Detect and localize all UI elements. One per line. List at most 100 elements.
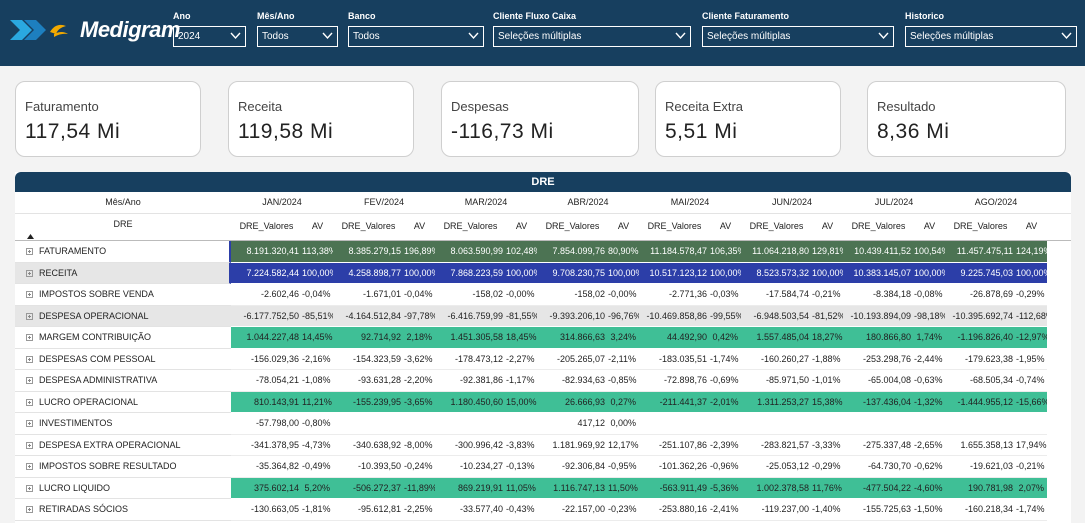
av-column-header[interactable]: AV bbox=[923, 221, 936, 231]
month-header[interactable]: ABR/2024 bbox=[567, 197, 609, 207]
row-label[interactable]: INVESTIMENTOS bbox=[15, 413, 231, 435]
av-percent-cell: 100,00% bbox=[506, 262, 537, 284]
dropdown-value: Seleções múltiplas bbox=[498, 31, 582, 42]
dre-value-cell: -92.381,86 bbox=[435, 370, 506, 392]
table-row: DESPESAS COM PESSOAL -156.029,36 -2,16% -15… bbox=[15, 348, 1071, 370]
dre-value-cell: -130.663,05 bbox=[231, 499, 302, 521]
av-percent-cell: -0,85% bbox=[608, 370, 639, 392]
month-header[interactable]: JUN/2024 bbox=[771, 197, 813, 207]
av-percent-cell bbox=[914, 413, 945, 435]
cliente-faturamento-dropdown[interactable]: Seleções múltiplas bbox=[702, 26, 894, 47]
av-percent-cell: -0,63% bbox=[914, 370, 945, 392]
month-header[interactable]: FEV/2024 bbox=[363, 197, 405, 207]
expand-row-icon[interactable] bbox=[26, 248, 33, 255]
av-percent-cell: -2,11% bbox=[608, 348, 639, 370]
expand-row-icon[interactable] bbox=[26, 441, 33, 449]
dre-value-cell: -82.934,63 bbox=[537, 370, 608, 392]
row-label[interactable]: LUCRO OPERACIONAL bbox=[15, 391, 231, 413]
dre-value-cell: -253.298,76 bbox=[843, 348, 914, 370]
dre-value-cell: 8.385.279,15 bbox=[333, 241, 404, 263]
row-label[interactable]: RETIRADAS SÓCIOS bbox=[15, 499, 231, 521]
dre-value-cell: 417,12 bbox=[537, 413, 608, 435]
av-percent-cell: 11,21% bbox=[302, 391, 333, 413]
month-header[interactable]: MAR/2024 bbox=[464, 197, 508, 207]
dre-value-cell: -95.612,81 bbox=[333, 499, 404, 521]
kpi-value: 117,54 Mi bbox=[25, 120, 121, 143]
month-header[interactable]: MAI/2024 bbox=[670, 197, 710, 207]
dre-value-cell: -10.393,50 bbox=[333, 456, 404, 478]
value-column-header[interactable]: DRE_Valores bbox=[443, 221, 498, 231]
av-percent-cell: -0,95% bbox=[608, 456, 639, 478]
sort-up-icon[interactable] bbox=[27, 231, 34, 241]
av-column-header[interactable]: AV bbox=[821, 221, 834, 231]
expand-row-icon[interactable] bbox=[26, 269, 33, 277]
historico-dropdown[interactable]: Seleções múltiplas bbox=[905, 26, 1077, 47]
expand-row-icon[interactable] bbox=[26, 291, 33, 298]
value-column-header[interactable]: DRE_Valores bbox=[341, 221, 396, 231]
av-percent-cell: 18,27% bbox=[812, 327, 843, 349]
row-label[interactable]: DESPESA ADMINISTRATIVA bbox=[15, 370, 231, 392]
av-percent-cell: -0,43% bbox=[506, 499, 537, 521]
month-header[interactable]: JAN/2024 bbox=[262, 197, 302, 207]
av-percent-cell: -3,83% bbox=[506, 434, 537, 456]
av-percent-cell: 17,94% bbox=[1016, 434, 1047, 456]
expand-row-icon[interactable] bbox=[26, 420, 33, 427]
dre-value-cell: -26.878,69 bbox=[945, 284, 1016, 306]
filter-label: Banco bbox=[348, 11, 376, 21]
month-header[interactable]: AGO/2024 bbox=[974, 197, 1018, 207]
row-label[interactable]: IMPOSTOS SOBRE RESULTADO bbox=[15, 456, 231, 478]
dre-value-cell: -1.196.826,40 bbox=[945, 327, 1016, 349]
av-percent-cell: -11,89% bbox=[404, 477, 435, 499]
row-label[interactable]: FATURAMENTO bbox=[15, 241, 231, 263]
av-percent-cell: -0,80% bbox=[302, 413, 333, 435]
dre-value-cell: -1.444.955,12 bbox=[945, 391, 1016, 413]
expand-row-icon[interactable] bbox=[26, 355, 33, 363]
mes-ano-dropdown[interactable]: Todos bbox=[257, 26, 338, 47]
av-column-header[interactable]: AV bbox=[515, 221, 528, 231]
av-percent-cell: -1,08% bbox=[302, 370, 333, 392]
dre-value-cell: 11.064.218,80 bbox=[741, 241, 812, 263]
av-percent-cell: 100,00% bbox=[1016, 262, 1047, 284]
banco-dropdown[interactable]: Todos bbox=[348, 26, 484, 47]
value-column-header[interactable]: DRE_Valores bbox=[239, 221, 294, 231]
ano-dropdown[interactable]: 2024 bbox=[173, 26, 246, 47]
value-column-header[interactable]: DRE_Valores bbox=[749, 221, 804, 231]
row-label[interactable]: MARGEM CONTRIBUIÇÃO bbox=[15, 327, 231, 349]
expand-row-icon[interactable] bbox=[26, 334, 33, 341]
expand-row-icon[interactable] bbox=[26, 484, 33, 492]
row-label[interactable]: LUCRO LIQUIDO bbox=[15, 477, 231, 499]
expand-row-icon[interactable] bbox=[26, 463, 33, 470]
kpi-label: Receita Extra bbox=[665, 99, 744, 114]
value-column-header[interactable]: DRE_Valores bbox=[851, 221, 906, 231]
dre-value-cell: 180.866,80 bbox=[843, 327, 914, 349]
table-row: INVESTIMENTOS -57.798,00 -0,80% 417,12 0,00% bbox=[15, 413, 1071, 435]
dre-value-cell: -178.473,12 bbox=[435, 348, 506, 370]
table-row: LUCRO OPERACIONAL 810.143,91 11,21% -155.23… bbox=[15, 391, 1071, 413]
value-column-header[interactable]: DRE_Valores bbox=[953, 221, 1008, 231]
av-column-header[interactable]: AV bbox=[413, 221, 426, 231]
expand-row-icon[interactable] bbox=[26, 377, 33, 384]
row-label[interactable]: RECEITA bbox=[15, 262, 231, 284]
av-percent-cell: 11,50% bbox=[608, 477, 639, 499]
kpi-label: Resultado bbox=[877, 99, 936, 114]
row-label[interactable]: DESPESA EXTRA OPERACIONAL bbox=[15, 434, 231, 456]
row-label[interactable]: DESPESA OPERACIONAL bbox=[15, 305, 231, 327]
dre-column-header[interactable]: DRE bbox=[15, 214, 231, 240]
expand-row-icon[interactable] bbox=[26, 312, 33, 320]
value-column-header[interactable]: DRE_Valores bbox=[545, 221, 600, 231]
expand-row-icon[interactable] bbox=[26, 398, 33, 406]
av-column-header[interactable]: AV bbox=[311, 221, 324, 231]
expand-row-icon[interactable] bbox=[26, 506, 33, 513]
av-percent-cell: 196,89% bbox=[404, 241, 435, 263]
month-header[interactable]: JUL/2024 bbox=[874, 197, 914, 207]
av-percent-cell: 0,00% bbox=[608, 413, 639, 435]
row-label[interactable]: DESPESAS COM PESSOAL bbox=[15, 348, 231, 370]
row-label-text: DESPESA EXTRA OPERACIONAL bbox=[39, 439, 181, 450]
row-label[interactable]: IMPOSTOS SOBRE VENDA bbox=[15, 284, 231, 306]
av-column-header[interactable]: AV bbox=[617, 221, 630, 231]
table-row: DESPESA ADMINISTRATIVA -78.054,21 -1,08% -9… bbox=[15, 370, 1071, 392]
av-column-header[interactable]: AV bbox=[719, 221, 732, 231]
value-column-header[interactable]: DRE_Valores bbox=[647, 221, 702, 231]
av-column-header[interactable]: AV bbox=[1025, 221, 1038, 231]
cliente-fluxo-caixa-dropdown[interactable]: Seleções múltiplas bbox=[493, 26, 691, 47]
